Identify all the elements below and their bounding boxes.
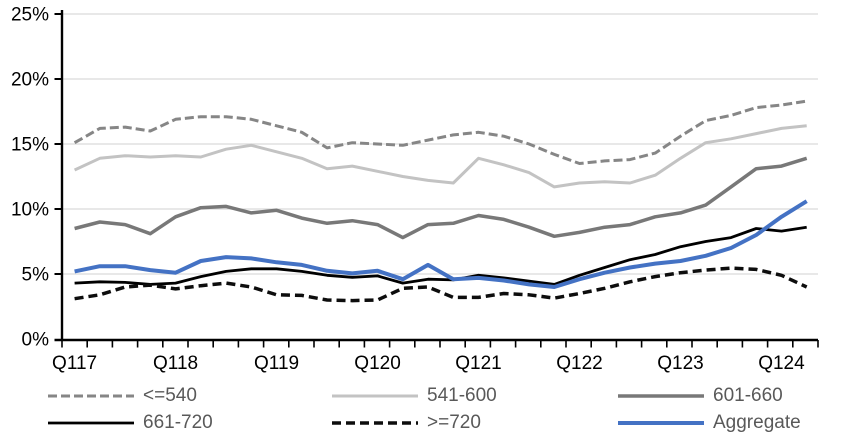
legend-item-lte-540: <=540 [47, 383, 197, 409]
legend-label-gte-720: >=720 [427, 412, 481, 433]
legend-swatch-541-600 [332, 394, 418, 398]
x-tick-label: Q122 [556, 353, 602, 374]
x-tick-label: Q118 [153, 353, 198, 374]
x-tick-label: Q117 [52, 353, 97, 374]
chart-legend: <=540 541-600 601-660 661-720 >=720 Aggr… [0, 381, 852, 439]
y-tick-label: 25% [11, 5, 49, 26]
y-tick-label: 20% [11, 70, 49, 91]
y-tick-label: 5% [22, 265, 50, 286]
x-tick-label: Q124 [758, 353, 805, 374]
legend-swatch-aggregate [618, 421, 704, 425]
legend-swatch-661-720 [48, 421, 134, 425]
series-line-3 [74, 225, 807, 286]
series-line-0 [73, 99, 807, 165]
y-tick-label: 0% [22, 330, 50, 351]
x-tick-label: Q120 [354, 353, 400, 374]
x-tick-label: Q121 [455, 353, 501, 374]
legend-item-661-720: 661-720 [47, 410, 213, 436]
legend-swatch-601-660 [618, 394, 704, 398]
series-line-2 [74, 156, 808, 240]
y-tick-label: 15% [11, 135, 49, 156]
legend-label-541-600: 541-600 [427, 385, 497, 406]
series-line-4 [74, 266, 808, 303]
legend-swatch-gte-720 [332, 421, 418, 425]
legend-label-aggregate: Aggregate [713, 412, 801, 433]
legend-item-aggregate: Aggregate [617, 410, 801, 436]
legend-item-601-660: 601-660 [617, 383, 783, 409]
legend-swatch-lte-540 [48, 394, 134, 398]
legend-item-gte-720: >=720 [331, 410, 481, 436]
x-tick-label: Q119 [254, 353, 299, 374]
legend-label-601-660: 601-660 [713, 385, 783, 406]
legend-label-661-720: 661-720 [143, 412, 213, 433]
y-tick-label: 10% [11, 200, 49, 221]
x-tick-label: Q123 [657, 353, 703, 374]
series-line-5 [74, 199, 808, 289]
series-line-1 [73, 124, 807, 189]
legend-label-lte-540: <=540 [143, 385, 197, 406]
legend-item-541-600: 541-600 [331, 383, 497, 409]
